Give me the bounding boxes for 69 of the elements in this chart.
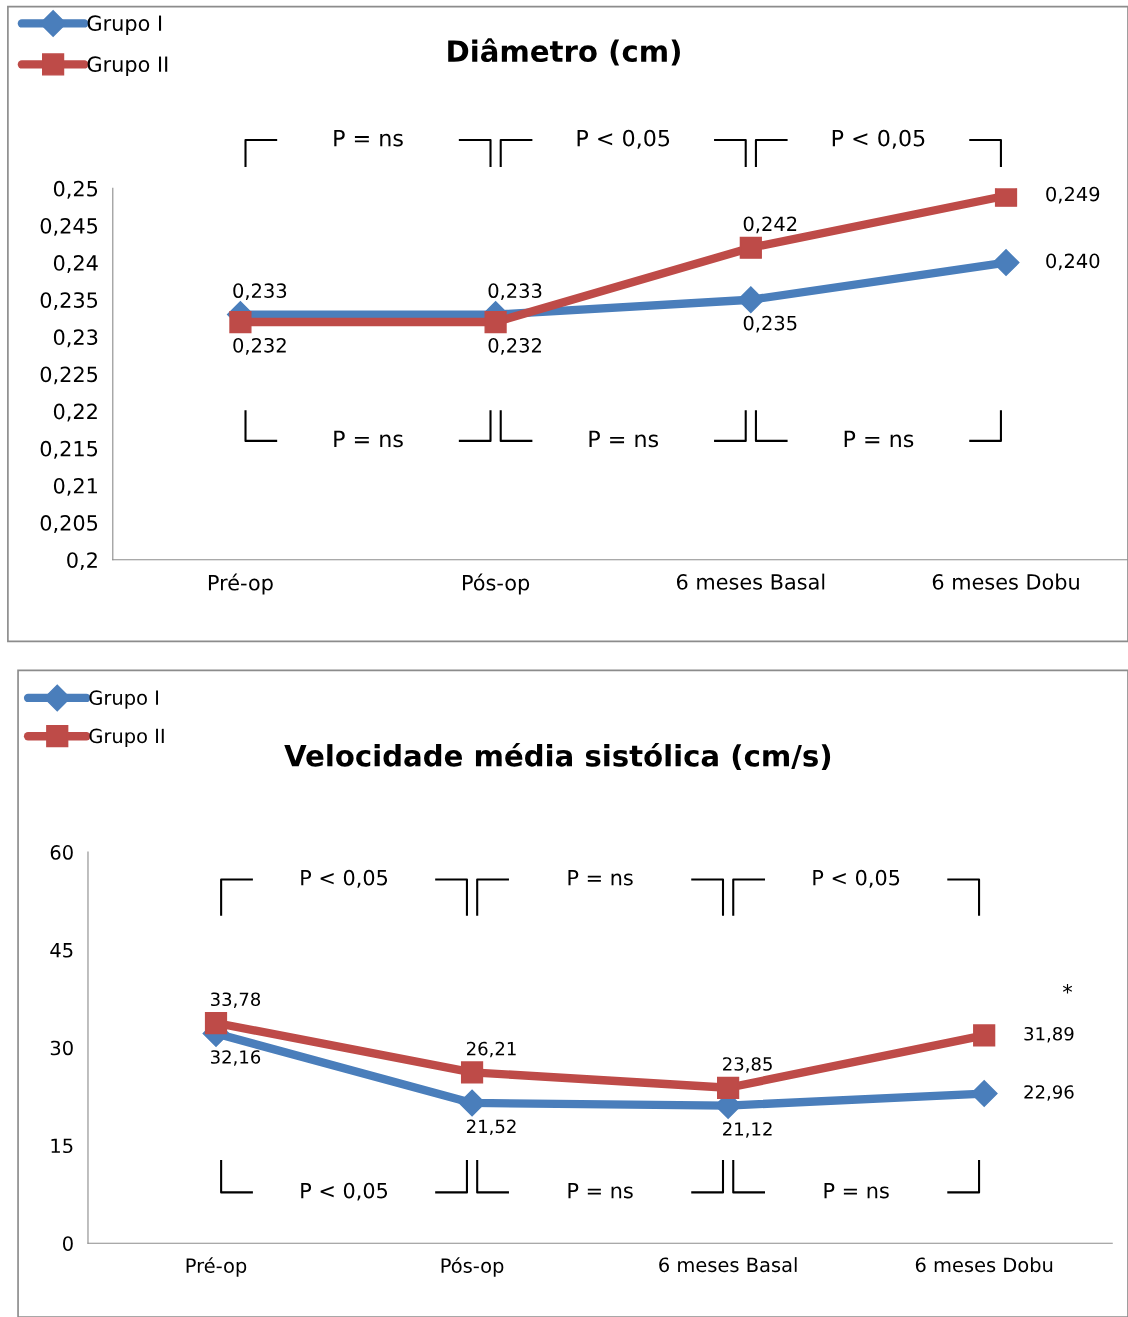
- annotation: P < 0,05: [301, 869, 388, 888]
- y-tick-label: 0,205: [40, 515, 98, 533]
- y-tick-label: 0,245: [40, 217, 98, 236]
- y-tick-label: 0,21: [53, 477, 97, 496]
- point: [973, 1024, 996, 1047]
- data-label: 0,240: [1046, 253, 1100, 271]
- annotation: P < 0,05: [301, 1182, 388, 1201]
- data-label: 26,21: [466, 1041, 516, 1058]
- y-tick-label: 0,2: [67, 552, 97, 571]
- x-tick-label: 6 meses Basal: [676, 573, 825, 590]
- text: P < 0,05: [577, 129, 670, 149]
- point: [992, 249, 1020, 277]
- data-label: 0,249: [1046, 186, 1100, 204]
- point: [204, 1011, 228, 1035]
- y-tick-label: 0,23: [53, 329, 98, 348]
- y-tick-label: 0: [63, 1236, 73, 1251]
- data-label: 0,232: [488, 337, 541, 355]
- chart-title: Velocidade média sistólica (cm/s): [284, 742, 831, 771]
- y-tick-label: 15: [51, 1138, 73, 1154]
- annotation: P = ns: [568, 1182, 633, 1199]
- y-tick-label: 0,25: [53, 180, 98, 199]
- point: [229, 310, 252, 334]
- y-tick-label: 60: [50, 845, 73, 860]
- data-label: 0,232: [233, 337, 286, 355]
- data-label: 0,233: [233, 283, 287, 301]
- data-label: 0,242: [743, 216, 797, 234]
- data-label: 32,16: [210, 1050, 261, 1066]
- legend-label: Grupo II: [89, 728, 164, 748]
- annotation: P = ns: [568, 870, 633, 886]
- text: P = ns: [334, 129, 403, 147]
- data-label: 21,52: [466, 1119, 516, 1136]
- point: [739, 236, 762, 259]
- y-tick-label: 0,225: [40, 366, 98, 385]
- point: [737, 286, 765, 314]
- legend-label: Grupo II: [87, 56, 168, 77]
- legend-label: Grupo I: [87, 15, 162, 36]
- point: [484, 310, 507, 334]
- annotation: P = ns: [334, 430, 403, 448]
- annotation: P = ns: [844, 430, 914, 448]
- text: P < 0,05: [832, 129, 925, 149]
- x-tick-label: Pré-op: [186, 1257, 247, 1277]
- y-tick-label: 0,215: [40, 440, 98, 459]
- annotation: *: [1062, 983, 1073, 994]
- data-label: 22,96: [1024, 1085, 1074, 1101]
- x-tick-label: 6 meses Dobu: [932, 573, 1079, 590]
- y-tick-label: 30: [50, 1040, 73, 1056]
- annotation: P < 0,05: [813, 869, 900, 888]
- data-label: 21,12: [723, 1122, 772, 1138]
- data-label: 31,89: [1024, 1026, 1074, 1043]
- x-tick-label: Pré-op: [208, 573, 273, 595]
- data-label: 23,85: [723, 1057, 772, 1073]
- x-tick-label: Pós-op: [463, 573, 530, 595]
- data-label: 0,233: [488, 283, 542, 301]
- data-label: 33,78: [210, 992, 261, 1008]
- x-tick-label: 6 meses Dobu: [915, 1257, 1053, 1273]
- y-tick-label: 45: [50, 943, 73, 958]
- chart-title: Diâmetro (cm): [448, 38, 680, 66]
- y-tick-label: 0,235: [40, 292, 98, 311]
- annotation: P = ns: [589, 430, 659, 448]
- annotation: P = ns: [824, 1182, 889, 1199]
- legend-label: Grupo I: [89, 690, 158, 709]
- y-tick-label: 0,24: [53, 255, 98, 273]
- x-tick-label: 6 meses Basal: [659, 1257, 797, 1273]
- point: [460, 1061, 484, 1084]
- y-tick-label: 0,22: [53, 403, 97, 422]
- point: [717, 1076, 740, 1099]
- data-label: 0,235: [743, 315, 797, 333]
- x-tick-label: Pós-op: [441, 1257, 504, 1277]
- point: [994, 188, 1018, 207]
